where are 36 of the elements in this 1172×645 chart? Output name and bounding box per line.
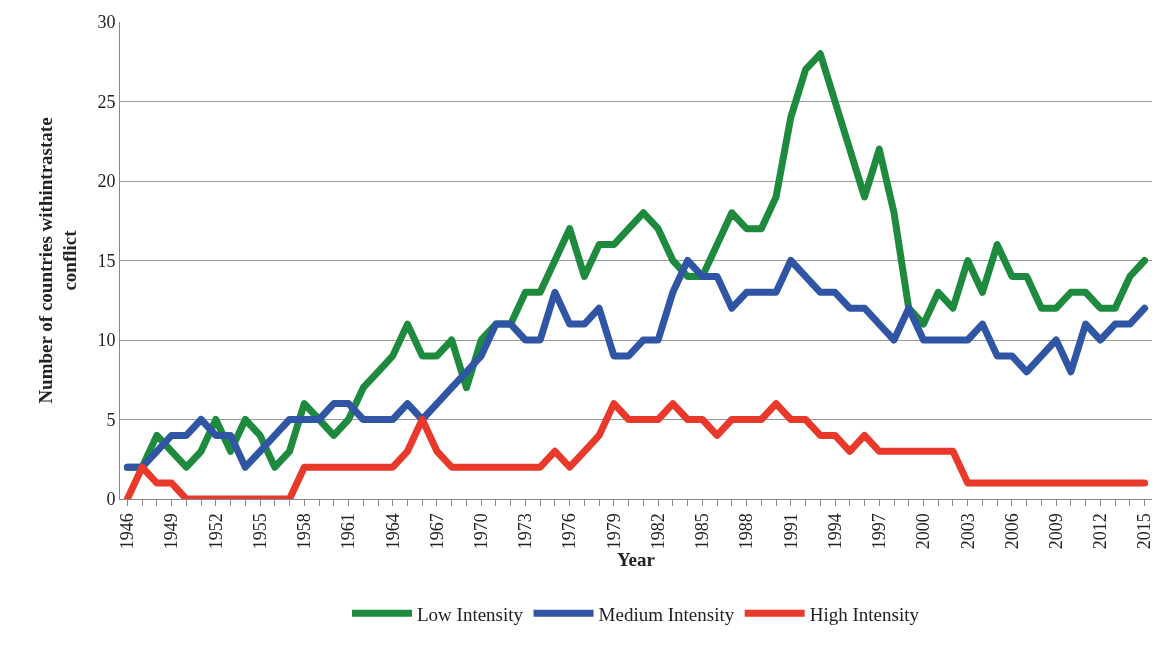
y-tick-label: 0 <box>106 489 116 510</box>
x-tick-label: 2009 <box>1046 513 1067 550</box>
y-axis-title: Number of countries withintrastate conflict <box>34 117 81 404</box>
x-tick-label: 1985 <box>692 513 713 550</box>
y-tick-label: 25 <box>97 91 116 112</box>
x-tick-label: 1997 <box>869 513 890 550</box>
x-tick-label: 1982 <box>647 513 668 550</box>
y-tick-label: 15 <box>97 250 116 271</box>
x-tick-label: 2015 <box>1134 513 1155 550</box>
x-tick-label: 1964 <box>382 513 403 550</box>
legend-label: Low Intensity <box>417 603 524 625</box>
x-tick-label: 1949 <box>161 513 182 550</box>
y-tick-label: 20 <box>97 171 116 192</box>
x-tick-label: 1991 <box>780 513 801 550</box>
legend-label: Medium Intensity <box>598 603 735 625</box>
x-tick-label: 1988 <box>736 513 757 550</box>
legend-label: High Intensity <box>809 603 920 625</box>
x-tick-label: 1967 <box>426 513 447 550</box>
x-axis-title: Year <box>617 549 656 571</box>
x-tick-label: 2012 <box>1090 513 1111 550</box>
y-tick-label: 30 <box>97 12 116 33</box>
y-tick-label: 10 <box>97 330 116 351</box>
x-tick-label: 2000 <box>913 513 934 550</box>
x-tick-label: 1994 <box>824 513 845 550</box>
x-tick-label: 1970 <box>471 513 492 550</box>
x-tick-label: 1979 <box>603 513 624 550</box>
x-tick-label: 1973 <box>515 513 536 550</box>
x-tick-label: 1952 <box>205 513 226 550</box>
x-tick-label: 2006 <box>1001 513 1022 550</box>
x-tick-label: 2003 <box>957 513 978 550</box>
x-tick-label: 1946 <box>117 513 138 550</box>
x-tick-label: 1958 <box>294 513 315 550</box>
x-tick-label: 1955 <box>249 513 270 550</box>
y-tick-label: 5 <box>106 409 116 430</box>
x-tick-label: 1976 <box>559 513 580 550</box>
x-tick-label: 1961 <box>338 513 359 550</box>
